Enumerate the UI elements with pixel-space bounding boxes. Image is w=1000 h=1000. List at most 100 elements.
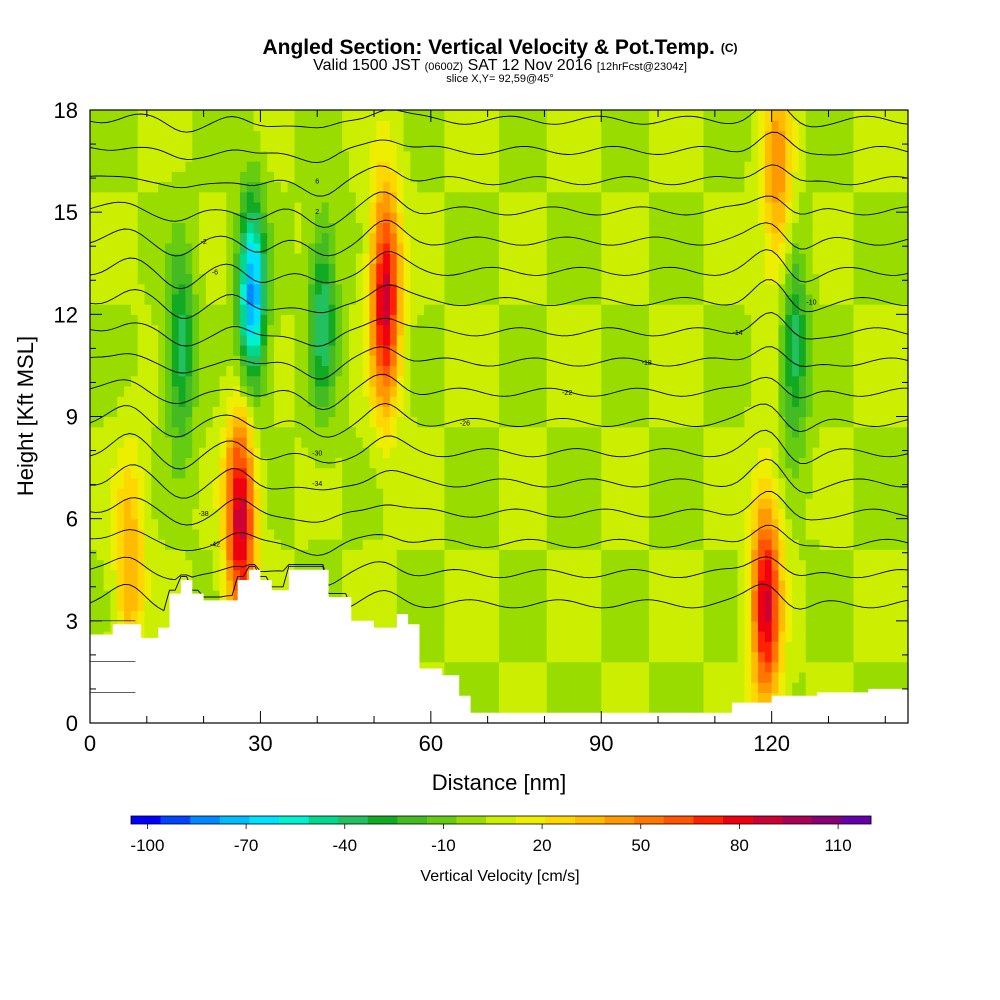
field-cell bbox=[621, 181, 630, 193]
field-cell bbox=[124, 426, 132, 438]
field-cell bbox=[642, 161, 650, 172]
field-cell bbox=[151, 569, 159, 581]
field-cell bbox=[355, 344, 364, 356]
field-cell bbox=[642, 120, 650, 132]
field-cell bbox=[280, 416, 289, 428]
field-cell bbox=[587, 641, 596, 653]
field-cell bbox=[526, 549, 534, 561]
field-cell bbox=[594, 590, 602, 601]
field-cell bbox=[485, 110, 493, 121]
field-cell bbox=[451, 508, 459, 520]
field-cell bbox=[471, 232, 480, 244]
field-cell bbox=[130, 242, 139, 254]
field-cell bbox=[451, 518, 459, 530]
field-cell bbox=[614, 508, 623, 520]
field-cell bbox=[376, 416, 384, 428]
field-cell bbox=[246, 518, 255, 530]
field-cell bbox=[383, 191, 391, 203]
field-cell bbox=[451, 212, 459, 223]
field-cell bbox=[505, 641, 514, 653]
field-cell bbox=[199, 488, 207, 499]
field-cell bbox=[199, 110, 207, 121]
field-cell bbox=[321, 263, 330, 275]
field-cell bbox=[246, 488, 255, 499]
field-cell bbox=[594, 467, 602, 479]
field-cell bbox=[267, 528, 275, 540]
valid-time-line: Valid 1500 JST (0600Z) SAT 12 Nov 2016 [… bbox=[313, 57, 687, 74]
field-cell bbox=[362, 396, 371, 407]
field-cell bbox=[648, 600, 657, 612]
field-cell bbox=[226, 569, 234, 581]
field-cell bbox=[137, 600, 146, 612]
field-cell bbox=[389, 212, 398, 223]
field-cell bbox=[212, 528, 221, 540]
field-cell bbox=[267, 416, 275, 428]
field-cell bbox=[430, 293, 439, 305]
field-cell bbox=[103, 140, 112, 152]
field-cell bbox=[403, 467, 411, 479]
field-cell bbox=[308, 110, 316, 121]
field-cell bbox=[349, 242, 357, 254]
field-cell bbox=[608, 406, 616, 418]
field-cell bbox=[151, 283, 159, 295]
field-cell bbox=[342, 416, 350, 428]
field-cell bbox=[573, 610, 582, 622]
field-cell bbox=[308, 406, 316, 418]
field-cell bbox=[437, 508, 446, 520]
field-cell bbox=[171, 508, 180, 520]
field-cell bbox=[519, 120, 527, 132]
field-cell bbox=[287, 222, 296, 234]
field-cell bbox=[164, 396, 173, 407]
field-cell bbox=[587, 375, 596, 387]
field-cell bbox=[130, 222, 139, 234]
field-cell bbox=[137, 242, 146, 254]
field-cell bbox=[349, 375, 357, 387]
field-cell bbox=[464, 457, 473, 469]
field-cell bbox=[512, 150, 521, 162]
field-cell bbox=[505, 661, 514, 673]
field-cell bbox=[342, 477, 350, 489]
field-cell bbox=[349, 171, 357, 183]
field-cell bbox=[560, 201, 568, 213]
field-cell bbox=[103, 120, 112, 132]
field-cell bbox=[533, 457, 541, 469]
field-cell bbox=[417, 283, 425, 295]
field-cell bbox=[621, 344, 630, 356]
field-cell bbox=[233, 518, 241, 530]
field-cell bbox=[137, 569, 146, 581]
field-cell bbox=[396, 293, 405, 305]
field-cell bbox=[492, 467, 500, 479]
field-cell bbox=[567, 191, 575, 203]
field-cell bbox=[533, 477, 541, 489]
field-cell bbox=[233, 171, 241, 183]
field-cell bbox=[90, 467, 98, 479]
field-cell bbox=[219, 232, 227, 244]
field-cell bbox=[178, 416, 187, 428]
field-cell bbox=[499, 375, 507, 387]
field-cell bbox=[539, 324, 548, 336]
field-cell bbox=[635, 508, 643, 520]
field-cell bbox=[124, 600, 132, 612]
field-cell bbox=[212, 365, 221, 377]
field-cell bbox=[642, 253, 650, 264]
field-cell bbox=[314, 140, 323, 152]
field-cell bbox=[608, 682, 616, 693]
field-cell bbox=[335, 488, 343, 499]
field-cell bbox=[239, 385, 248, 397]
field-cell bbox=[614, 150, 623, 162]
field-cell bbox=[601, 518, 609, 530]
field-cell bbox=[280, 467, 289, 479]
field-cell bbox=[567, 212, 575, 223]
field-cell bbox=[642, 661, 650, 673]
field-cell bbox=[444, 253, 452, 264]
field-cell bbox=[90, 242, 98, 254]
field-cell bbox=[573, 110, 582, 121]
field-cell bbox=[314, 130, 323, 142]
field-cell bbox=[117, 569, 125, 581]
field-cell bbox=[417, 569, 425, 581]
field-cell bbox=[178, 355, 187, 367]
field-cell bbox=[239, 171, 248, 183]
field-cell bbox=[417, 416, 425, 428]
field-cell bbox=[499, 590, 507, 601]
field-cell bbox=[321, 477, 330, 489]
